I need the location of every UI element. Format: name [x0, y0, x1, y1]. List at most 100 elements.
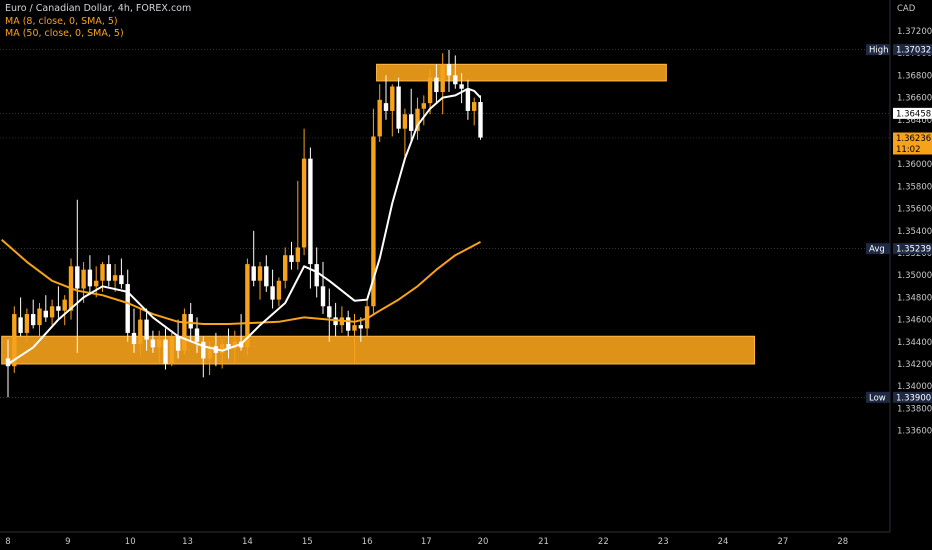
price-tag-box — [893, 132, 932, 155]
price-tag-box — [893, 107, 932, 119]
candle-11 — [75, 199, 80, 353]
price-tick-label: 1.33800 — [897, 404, 932, 414]
price-tag-box — [893, 391, 932, 403]
candle-body — [390, 86, 395, 111]
candle-54 — [346, 310, 351, 337]
price-tick-label: 1.34600 — [897, 316, 932, 326]
price-tick-label: 1.33600 — [897, 427, 932, 437]
candle-body — [377, 99, 382, 137]
candle-62 — [396, 77, 401, 134]
support-zone — [1, 335, 756, 365]
time-tick-label: 28 — [837, 537, 848, 547]
price-tag-value: 1.35239 — [896, 245, 931, 255]
candle-body — [182, 314, 187, 351]
candle-body — [352, 325, 357, 331]
price-tag-value: 1.36458 — [896, 109, 931, 119]
candle-body — [125, 284, 130, 333]
candle-46 — [295, 180, 300, 270]
candle-body — [245, 264, 250, 348]
candle-71 — [453, 55, 458, 89]
candle-body — [81, 269, 86, 289]
price-tag-label: Low — [869, 393, 886, 403]
candle-40 — [257, 261, 263, 300]
price-tick-label: 1.36400 — [897, 116, 932, 126]
candle-5 — [37, 302, 42, 337]
candle-body — [346, 317, 351, 331]
candle-69 — [440, 53, 445, 115]
price-tag-label-box — [866, 391, 890, 403]
candle-18 — [119, 258, 124, 289]
candle-body — [283, 255, 288, 281]
time-tick-label: 16 — [362, 537, 373, 547]
price-tag-Avg: 1.35239 Avg — [866, 243, 932, 255]
candle-41 — [264, 255, 269, 292]
price-tag-1.36458: 1.36458 — [893, 107, 932, 119]
price-tag-label-box — [866, 44, 890, 56]
price-tick-label: 1.35800 — [897, 182, 932, 192]
candle-body — [383, 103, 389, 111]
ma-slow-label: MA (50, close, 0, SMA, 5) — [5, 28, 124, 39]
candle-16 — [106, 255, 111, 287]
candle-13 — [87, 255, 93, 296]
candle-body — [314, 264, 319, 287]
candle-body — [62, 299, 67, 311]
time-tick-label: 14 — [242, 537, 253, 547]
candle-60 — [383, 75, 389, 120]
candle-body — [421, 103, 426, 109]
price-tag-value: 1.33900 — [896, 393, 931, 403]
candle-51 — [327, 288, 332, 342]
candle-body — [415, 108, 420, 131]
candle-19 — [125, 269, 130, 342]
candle-body — [371, 136, 376, 307]
currency-label: CAD — [897, 4, 916, 14]
candle-body — [157, 339, 162, 348]
candle-27 — [175, 319, 181, 359]
ma-slow-line — [1, 238, 481, 325]
time-tick-label: 24 — [718, 537, 729, 547]
price-tag-label: Avg — [869, 245, 885, 255]
time-tick-label: 10 — [125, 537, 136, 547]
candle-body — [453, 75, 458, 85]
resistance-zone — [376, 63, 667, 82]
candle-body — [257, 266, 263, 281]
time-tick-label: 23 — [658, 537, 669, 547]
candle-body — [31, 314, 36, 326]
candle-body — [207, 346, 212, 359]
time-tick-label: 9 — [65, 537, 70, 547]
candle-72 — [459, 73, 464, 104]
candle-body — [478, 102, 483, 138]
candle-39 — [251, 230, 256, 287]
candle-17 — [112, 264, 118, 292]
candle-body — [440, 64, 445, 93]
candle-4 — [31, 299, 36, 329]
candle-body — [459, 84, 464, 89]
price-tick-label: 1.34000 — [897, 382, 932, 392]
symbol-title: Euro / Canadian Dollar, 4h, FOREX.com — [5, 3, 192, 14]
candle-2 — [18, 297, 23, 337]
candle-body — [409, 114, 414, 131]
candle-22 — [144, 308, 149, 351]
candle-47 — [301, 128, 307, 256]
candle-body — [94, 280, 99, 287]
candle-61 — [390, 84, 395, 137]
candle-0 — [5, 339, 11, 398]
candle-44 — [283, 247, 288, 289]
candle-59 — [377, 84, 382, 142]
time-tick-label: 20 — [478, 537, 489, 547]
candle-56 — [358, 317, 363, 342]
candle-64 — [409, 88, 414, 142]
candle-63 — [402, 108, 408, 159]
candle-48 — [308, 147, 313, 289]
candle-7 — [49, 299, 55, 326]
candle-35 — [226, 328, 231, 359]
candle-28 — [182, 308, 187, 356]
candle-body — [220, 344, 225, 353]
candle-body — [320, 286, 326, 307]
candle-43 — [276, 277, 282, 307]
price-tag-value: 1.37032 — [896, 46, 931, 56]
candle-body — [131, 332, 137, 345]
price-tick-label: 1.36800 — [897, 71, 932, 81]
candle-50 — [320, 261, 326, 315]
